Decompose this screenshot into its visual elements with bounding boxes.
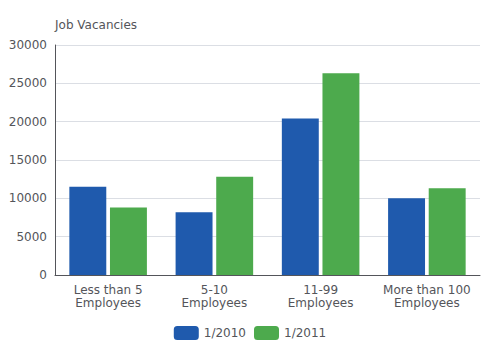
svg-text:Employees: Employees — [182, 296, 248, 310]
svg-text:15000: 15000 — [9, 153, 47, 167]
svg-text:Job Vacancies: Job Vacancies — [54, 18, 137, 32]
svg-text:5000: 5000 — [16, 230, 47, 244]
svg-text:Employees: Employees — [288, 296, 354, 310]
svg-text:Less than 5: Less than 5 — [74, 283, 143, 297]
svg-text:11-99: 11-99 — [303, 283, 338, 297]
svg-text:Employees: Employees — [394, 296, 460, 310]
svg-text:5-10: 5-10 — [201, 283, 228, 297]
svg-text:More than 100: More than 100 — [383, 283, 471, 297]
svg-text:25000: 25000 — [9, 76, 47, 90]
svg-text:30000: 30000 — [9, 38, 47, 52]
svg-text:1/2011: 1/2011 — [284, 326, 326, 340]
svg-text:Employees: Employees — [75, 296, 141, 310]
svg-text:1/2010: 1/2010 — [204, 326, 246, 340]
svg-text:20000: 20000 — [9, 115, 47, 129]
svg-text:10000: 10000 — [9, 191, 47, 205]
svg-text:0: 0 — [39, 268, 47, 282]
